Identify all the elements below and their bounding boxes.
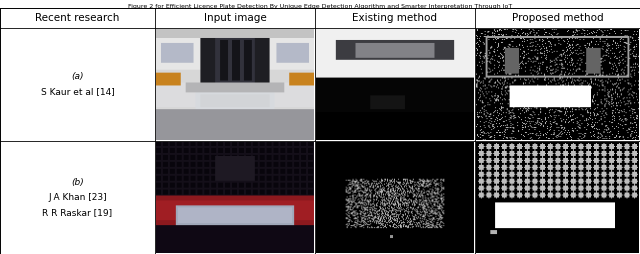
Text: Input image: Input image bbox=[204, 13, 266, 23]
Text: Figure 2 for Efficient Licence Plate Detection By Unique Edge Detection Algorith: Figure 2 for Efficient Licence Plate Det… bbox=[128, 4, 512, 9]
Text: Existing method: Existing method bbox=[353, 13, 438, 23]
Text: J A Khan [23]: J A Khan [23] bbox=[48, 193, 107, 202]
Text: S Kaur et al [14]: S Kaur et al [14] bbox=[40, 88, 115, 97]
Text: Recent research: Recent research bbox=[35, 13, 120, 23]
Text: R R Raskar [19]: R R Raskar [19] bbox=[42, 208, 113, 217]
Text: (b): (b) bbox=[71, 178, 84, 187]
Text: Proposed method: Proposed method bbox=[512, 13, 604, 23]
Text: (a): (a) bbox=[71, 72, 84, 81]
